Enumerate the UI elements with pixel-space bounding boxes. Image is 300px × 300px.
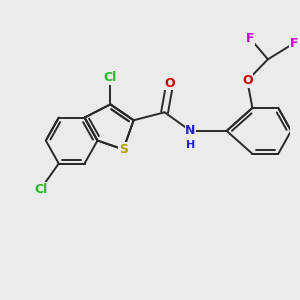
Text: F: F: [290, 37, 298, 50]
Text: O: O: [242, 74, 253, 87]
Text: S: S: [119, 143, 128, 156]
Text: H: H: [186, 140, 195, 150]
Text: Cl: Cl: [34, 183, 47, 196]
Text: F: F: [246, 32, 254, 45]
Text: O: O: [164, 77, 175, 90]
Text: Cl: Cl: [104, 71, 117, 84]
Text: N: N: [185, 124, 196, 137]
